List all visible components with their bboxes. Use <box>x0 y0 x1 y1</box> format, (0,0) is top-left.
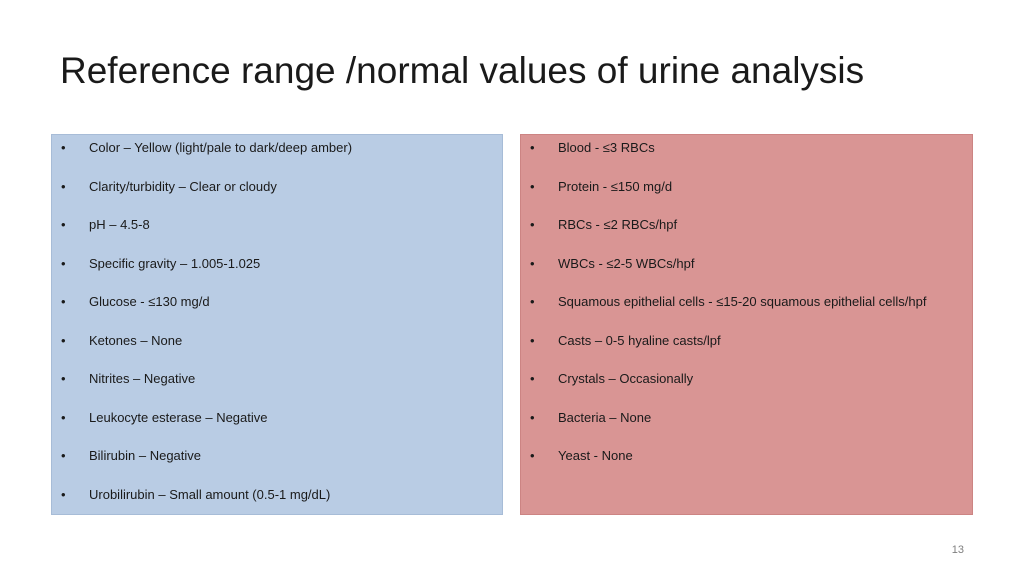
list-item-text: WBCs - ≤2-5 WBCs/hpf <box>558 255 695 271</box>
list-item-text: Leukocyte esterase – Negative <box>89 409 268 425</box>
bullet-icon: • <box>530 448 535 463</box>
list-item-text: Urobilirubin – Small amount (0.5-1 mg/dL… <box>89 486 331 502</box>
right-bullet-list: • Blood - ≤3 RBCs • Protein - ≤150 mg/d • R… <box>521 140 972 463</box>
list-item: • Protein - ≤150 mg/d <box>521 179 972 194</box>
list-item: • Bilirubin – Negative <box>52 448 502 463</box>
list-item-text: Bilirubin – Negative <box>89 448 202 463</box>
right-panel: • Blood - ≤3 RBCs • Protein - ≤150 mg/d • R… <box>520 134 973 515</box>
list-item: • Bacteria – None <box>521 410 972 425</box>
bullet-icon: • <box>530 409 535 425</box>
bullet-icon: • <box>530 217 535 232</box>
list-item-text: Color – Yellow (light/pale to dark/deep … <box>89 140 353 155</box>
list-item: • Glucose - ≤130 mg/d <box>52 294 502 309</box>
list-item: • Crystals – Occasionally <box>521 371 972 386</box>
list-item: • Squamous epithelial cells - ≤15-20 squa… <box>521 294 972 309</box>
list-item: • pH – 4.5-8 <box>52 217 502 232</box>
list-item: • RBCs - ≤2 RBCs/hpf <box>521 217 972 232</box>
left-panel: • Color – Yellow (light/pale to dark/deep… <box>51 134 503 515</box>
list-item: • Casts – 0-5 hyaline casts/lpf <box>521 333 972 348</box>
bullet-icon: • <box>61 140 66 155</box>
list-item-text: Blood - ≤3 RBCs <box>558 140 655 155</box>
list-item-text: Nitrites – Negative <box>89 371 196 386</box>
list-item: • Leukocyte esterase – Negative <box>52 410 502 425</box>
bullet-icon: • <box>61 178 66 194</box>
list-item-text: Squamous epithelial cells - ≤15-20 squam… <box>558 294 927 309</box>
list-item-text: Bacteria – None <box>558 409 652 425</box>
bullet-icon: • <box>530 294 535 309</box>
left-bullet-list: • Color – Yellow (light/pale to dark/deep… <box>52 140 502 502</box>
list-item-text: Protein - ≤150 mg/d <box>558 178 673 194</box>
bullet-icon: • <box>530 140 535 155</box>
slide-title: Reference range /normal values of urine … <box>60 50 865 91</box>
bullet-icon: • <box>61 371 66 386</box>
list-item: • Specific gravity – 1.005-1.025 <box>52 256 502 271</box>
list-item: • Blood - ≤3 RBCs <box>521 140 972 155</box>
list-item-text: Yeast - None <box>558 448 633 463</box>
list-item-text: Casts – 0-5 hyaline casts/lpf <box>558 332 721 348</box>
list-item-text: Crystals – Occasionally <box>558 371 694 386</box>
list-item-text: Glucose - ≤130 mg/d <box>89 294 210 309</box>
bullet-icon: • <box>61 217 66 232</box>
bullet-icon: • <box>530 255 535 271</box>
list-item-text: pH – 4.5-8 <box>89 217 150 232</box>
list-item-text: Ketones – None <box>89 332 183 348</box>
list-item: • Yeast - None <box>521 448 972 463</box>
list-item: • Urobilirubin – Small amount (0.5-1 mg/d… <box>52 487 502 502</box>
bullet-icon: • <box>61 294 66 309</box>
list-item: • Ketones – None <box>52 333 502 348</box>
list-item-text: RBCs - ≤2 RBCs/hpf <box>558 217 678 232</box>
page-number: 13 <box>951 544 964 556</box>
bullet-icon: • <box>61 486 66 502</box>
bullet-icon: • <box>530 178 535 194</box>
bullet-icon: • <box>61 409 66 425</box>
bullet-icon: • <box>61 255 66 271</box>
bullet-icon: • <box>530 332 535 348</box>
list-item: • Nitrites – Negative <box>52 371 502 386</box>
bullet-icon: • <box>61 332 66 348</box>
bullet-icon: • <box>61 448 66 463</box>
list-item: • WBCs - ≤2-5 WBCs/hpf <box>521 256 972 271</box>
list-item: • Clarity/turbidity – Clear or cloudy <box>52 179 502 194</box>
list-item-text: Specific gravity – 1.005-1.025 <box>89 255 261 271</box>
list-item-text: Clarity/turbidity – Clear or cloudy <box>89 178 277 194</box>
list-item: • Color – Yellow (light/pale to dark/deep… <box>52 140 502 155</box>
bullet-icon: • <box>530 371 535 386</box>
